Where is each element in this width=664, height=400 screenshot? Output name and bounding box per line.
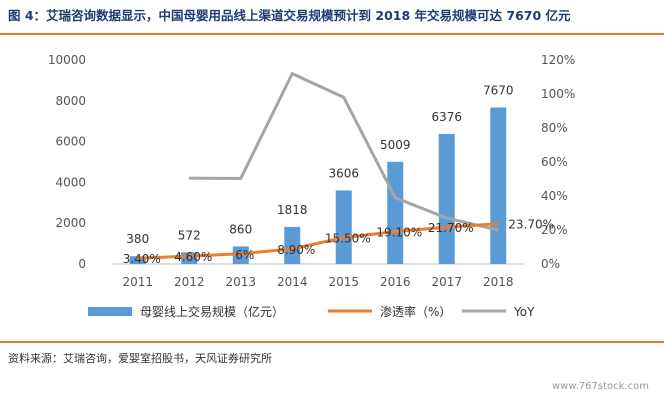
x-axis-tick: 2012 — [174, 275, 205, 289]
x-axis-tick: 2016 — [380, 275, 411, 289]
bottom-divider — [0, 341, 664, 343]
penetration-label: 15.50% — [325, 232, 371, 246]
penetration-label: 6% — [235, 248, 254, 262]
penetration-labels: 3.40% 4.60% 6% 8.90% 15.50% 19.10% 21.70% 23.70… — [123, 218, 554, 267]
yoy-line-point — [445, 217, 448, 219]
penetration-line-point — [445, 226, 448, 228]
left-axis-tick: 0 — [78, 257, 86, 271]
top-divider — [0, 33, 664, 35]
x-axis-tick: 2018 — [483, 275, 514, 289]
right-axis-tick: 80% — [541, 121, 568, 135]
x-axis-tick: 2017 — [431, 275, 462, 289]
bar — [490, 107, 507, 264]
bar — [335, 190, 352, 264]
penetration-line — [137, 222, 499, 260]
left-axis-ticks: 0 2000 4000 6000 8000 10000 — [48, 53, 86, 271]
bar-value-label: 6376 — [431, 110, 462, 124]
left-axis-tick: 4000 — [55, 175, 86, 189]
penetration-label: 23.70% — [508, 218, 554, 232]
x-axis-ticks: 2011 2012 2013 2014 2015 2016 2017 2018 — [122, 275, 513, 289]
bar — [438, 133, 455, 264]
yoy-line-point — [291, 72, 294, 75]
right-axis-tick: 0% — [541, 257, 560, 271]
legend: 母婴线上交易规模（亿元） 渗透率（%） YoY — [88, 304, 535, 319]
yoy-line-point — [342, 96, 345, 99]
bar-value-label: 5009 — [380, 138, 411, 152]
yoy-line-group — [188, 72, 500, 232]
x-axis-tick: 2011 — [122, 275, 153, 289]
penetration-label: 19.10% — [376, 226, 422, 240]
bar-value-label: 380 — [126, 232, 149, 246]
penetration-line-point — [291, 248, 294, 250]
bar-value-label: 572 — [178, 228, 201, 242]
right-axis-tick: 100% — [541, 87, 575, 101]
left-axis-tick: 8000 — [55, 94, 86, 108]
bar — [129, 256, 146, 264]
bar-value-label: 3606 — [328, 166, 359, 180]
left-axis-tick: 6000 — [55, 135, 86, 149]
bar-value-labels: 380 572 860 1818 3606 5009 6376 7670 — [126, 84, 513, 247]
yoy-line-point — [497, 229, 500, 231]
x-axis-tick: 2013 — [225, 275, 256, 289]
penetration-line-point — [188, 255, 191, 257]
penetration-line-group — [136, 222, 500, 260]
left-axis-tick: 10000 — [48, 53, 86, 67]
legend-label-bar: 母婴线上交易规模（亿元） — [140, 304, 284, 319]
source-note: 资料来源：艾瑞咨询，爱婴室招股书，天风证券研究所 — [8, 352, 272, 365]
bar-value-label: 7670 — [483, 84, 514, 98]
x-axis-tick: 2015 — [328, 275, 359, 289]
penetration-label: 4.60% — [174, 250, 212, 264]
left-axis-tick: 2000 — [55, 216, 86, 230]
right-axis-tick: 60% — [541, 155, 568, 169]
legend-label-penetration: 渗透率（%） — [380, 304, 451, 319]
bar — [181, 252, 198, 264]
yoy-line-point — [188, 177, 191, 179]
penetration-line-point — [342, 236, 345, 239]
penetration-line-point — [394, 230, 397, 233]
penetration-line-point — [239, 253, 242, 255]
yoy-line-point — [239, 177, 242, 180]
right-axis-tick: 120% — [541, 53, 575, 67]
bar — [387, 161, 404, 264]
x-axis-tick: 2014 — [277, 275, 308, 289]
bar-value-label: 1818 — [277, 203, 308, 217]
watermark: www.767stock.com — [552, 381, 649, 392]
legend-label-yoy: YoY — [513, 305, 535, 319]
penetration-line-point — [497, 222, 500, 225]
bar — [284, 226, 301, 264]
penetration-label: 8.90% — [277, 243, 315, 257]
bar-value-label: 860 — [229, 222, 252, 236]
penetration-line-point — [136, 257, 139, 260]
penetration-label: 21.70% — [428, 221, 474, 235]
penetration-label: 3.40% — [123, 252, 161, 266]
figure-title: 图 4：艾瑞咨询数据显示，中国母婴用品线上渠道交易规模预计到 2018 年交易规… — [8, 8, 571, 23]
yoy-line-point — [394, 196, 397, 199]
right-axis-tick: 40% — [541, 189, 568, 203]
right-axis-tick: 20% — [541, 223, 568, 237]
right-axis-ticks: 0% 20% 40% 60% 80% 100% 120% — [541, 53, 575, 271]
legend-swatch-bar — [88, 307, 132, 316]
